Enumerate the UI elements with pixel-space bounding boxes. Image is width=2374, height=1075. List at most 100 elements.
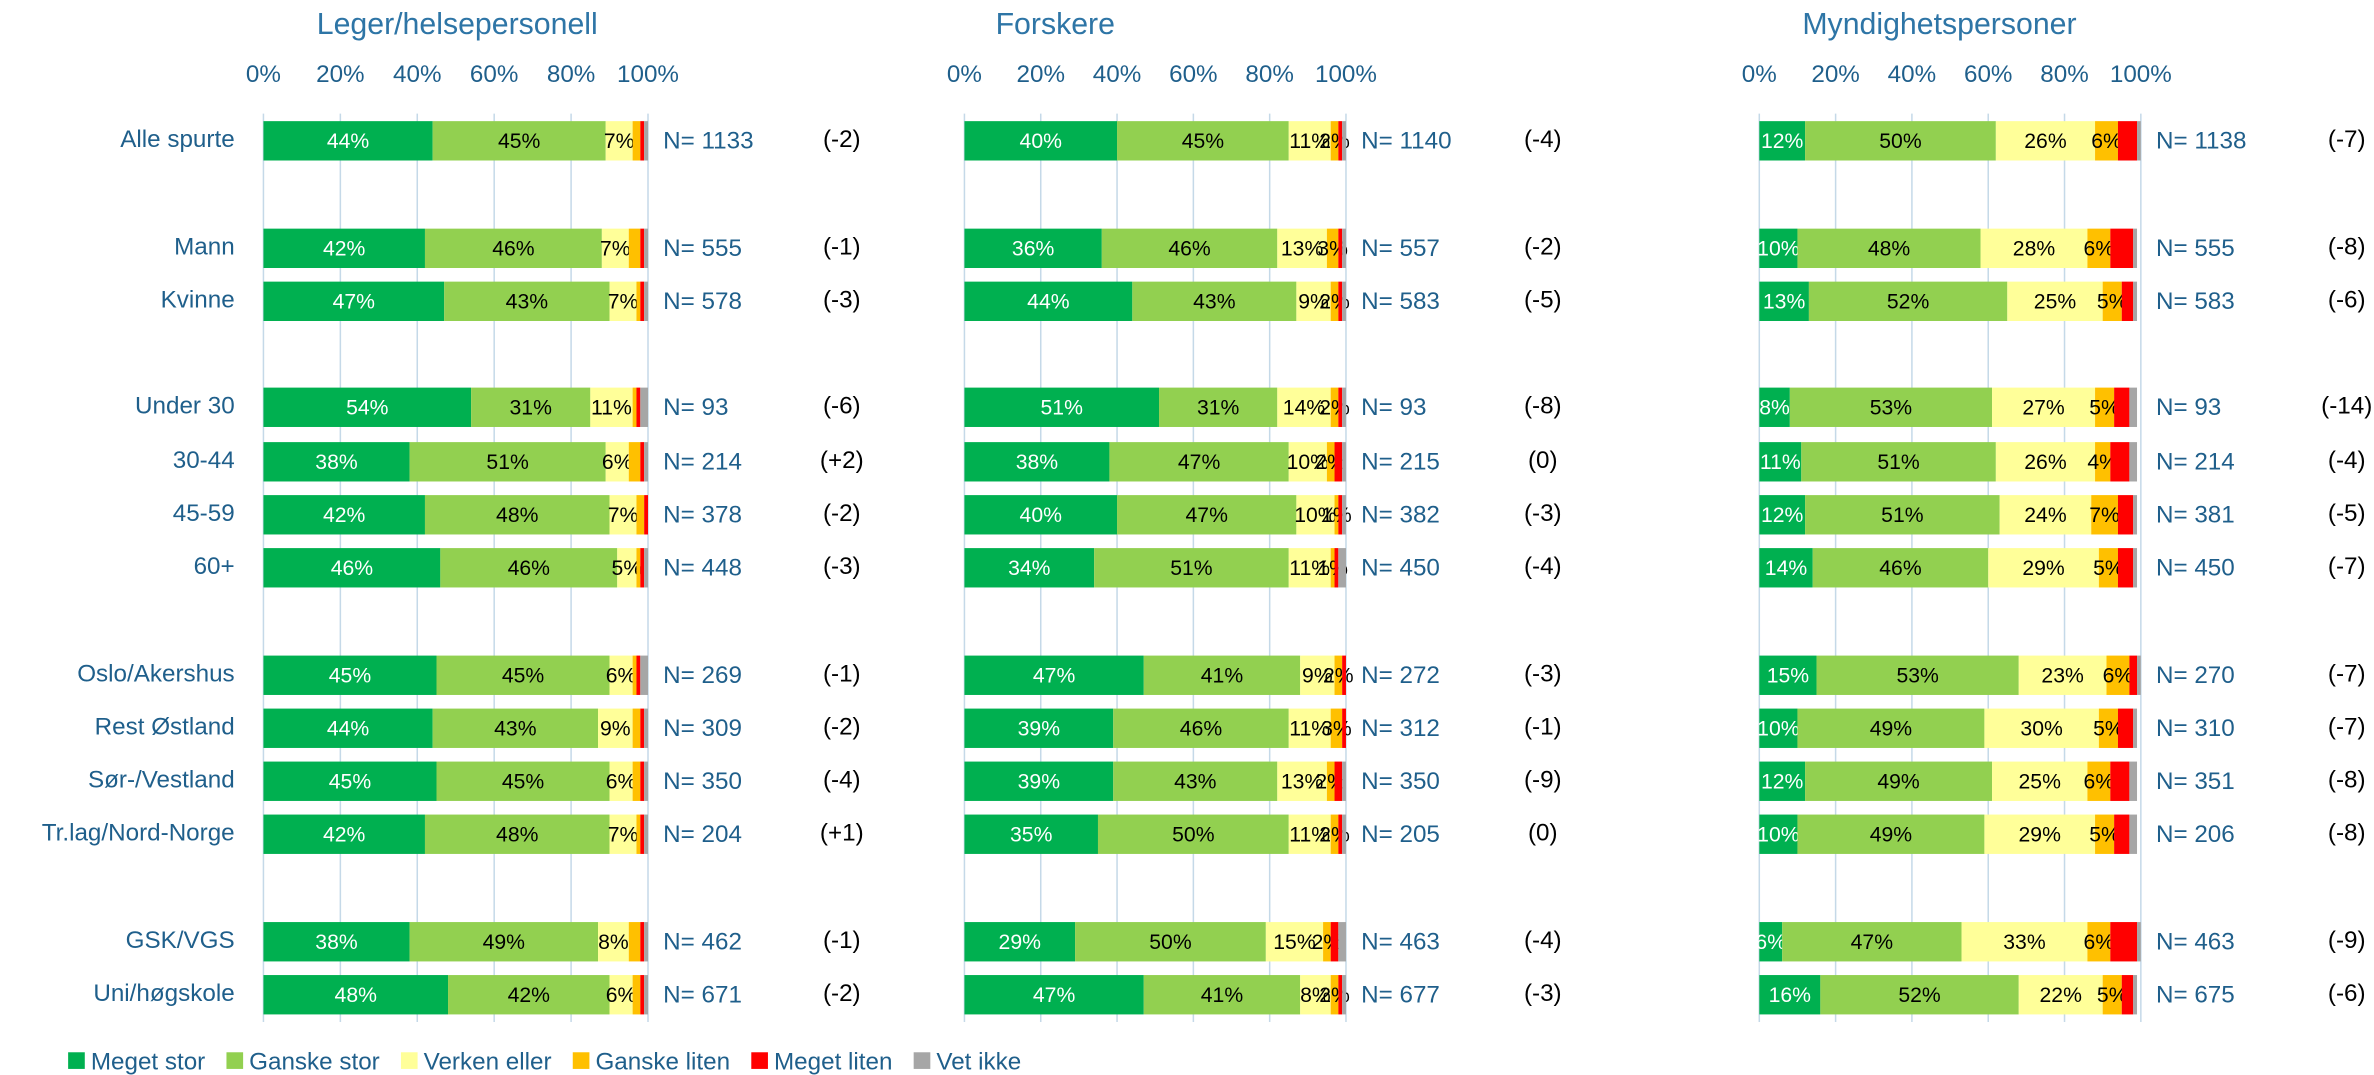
- segment-label: 41%: [1201, 664, 1244, 687]
- bar-segment: [1820, 975, 2019, 1015]
- change-label: (-1): [1524, 714, 1562, 741]
- bar-segment: [2091, 495, 2118, 535]
- segment-label: 11%: [1289, 557, 1330, 580]
- bar-segment: [2133, 708, 2138, 748]
- bar-segment: [644, 121, 649, 161]
- bar-segment: [2129, 761, 2138, 801]
- segment-label: 22%: [2040, 984, 2083, 1007]
- segment-label: 11%: [1760, 451, 1801, 474]
- bar-segment: [1812, 548, 1989, 588]
- bar-segment: [1330, 814, 1339, 854]
- bar-segment: [2114, 387, 2130, 427]
- bar-segment: [1097, 814, 1289, 854]
- segment-label: 7%: [608, 504, 639, 527]
- category-label: Rest Østland: [95, 714, 235, 741]
- segment-label: 13%: [1281, 237, 1324, 260]
- bar-segment: [1759, 922, 1783, 962]
- bar-segment: [644, 442, 649, 482]
- change-label: (-7): [2328, 553, 2366, 580]
- legend-label: Meget stor: [91, 1048, 205, 1075]
- bar-segment: [1342, 655, 1346, 695]
- x-tick-label: 60%: [1964, 61, 2012, 88]
- bar-segment: [1342, 281, 1346, 321]
- x-tick-label: 100%: [617, 61, 679, 88]
- bar-segment: [1277, 228, 1327, 269]
- segment-label: 26%: [2024, 451, 2067, 474]
- segment-label: 9%: [1302, 664, 1333, 687]
- segment-label: 44%: [327, 130, 370, 153]
- segment-label: 45%: [502, 770, 545, 793]
- bar-segment: [263, 655, 437, 695]
- bar-segment: [628, 922, 641, 962]
- segment-label: 6%: [606, 664, 637, 687]
- segment-label: 42%: [508, 984, 551, 1007]
- bar-segment: [1759, 655, 1817, 695]
- n-label: N= 269: [663, 662, 742, 689]
- bar-segment: [644, 814, 649, 854]
- change-label: (-1): [823, 927, 861, 954]
- segment-label: 3%: [1321, 717, 1352, 740]
- bar-segment: [1759, 761, 1806, 801]
- bar-segment: [1759, 281, 1809, 321]
- bar-segment: [263, 442, 410, 482]
- segment-label: 6%: [602, 451, 633, 474]
- bar-segment: [1805, 761, 1993, 801]
- segment-label: 43%: [1174, 770, 1217, 793]
- bar-segment: [1326, 442, 1335, 482]
- bar-segment: [1330, 387, 1339, 427]
- n-label: N= 382: [1361, 502, 1440, 529]
- change-label: (-7): [2328, 661, 2366, 688]
- bar-segment: [1117, 121, 1289, 161]
- change-label: (-8): [2328, 234, 2366, 261]
- bar-segment: [1342, 495, 1346, 535]
- bar-segment: [2095, 814, 2115, 854]
- bar-segment: [964, 708, 1114, 748]
- bar-segment: [1288, 708, 1331, 748]
- bar-segment: [2129, 655, 2138, 695]
- bar-segment: [2098, 708, 2118, 748]
- bar-segment: [1759, 548, 1813, 588]
- n-label: N= 309: [663, 715, 742, 742]
- n-label: N= 1140: [1361, 128, 1451, 155]
- bar-segment: [1984, 708, 2099, 748]
- segment-label: 51%: [486, 451, 529, 474]
- segment-label: 41%: [1201, 984, 1244, 1007]
- x-tick-label: 40%: [1888, 61, 1936, 88]
- n-label: N= 381: [2156, 502, 2235, 529]
- category-label: GSK/VGS: [126, 927, 235, 954]
- segment-label: 15%: [1273, 931, 1316, 954]
- segment-label: 25%: [2019, 770, 2062, 793]
- segment-label: 40%: [1020, 130, 1063, 153]
- bar-segment: [2087, 228, 2111, 269]
- bar-segment: [263, 281, 445, 321]
- bar-segment: [628, 442, 641, 482]
- bar-segment: [1759, 442, 1802, 482]
- segment-label: 51%: [1170, 557, 1213, 580]
- bar-segment: [263, 922, 410, 962]
- n-label: N= 463: [1361, 929, 1440, 956]
- change-label: (-2): [823, 980, 861, 1007]
- bar-segment: [2117, 548, 2134, 588]
- segment-label: 1%: [1321, 504, 1352, 527]
- bar-segment: [1342, 228, 1346, 269]
- bar-segment: [1296, 281, 1331, 321]
- bar-segment: [2137, 121, 2141, 161]
- bar-segment: [409, 442, 606, 482]
- segment-label: 42%: [323, 823, 366, 846]
- segment-label: 5%: [2089, 396, 2120, 419]
- n-label: N= 583: [1361, 288, 1440, 315]
- segment-label: 24%: [2024, 504, 2067, 527]
- bar-segment: [1334, 548, 1339, 588]
- bar-segment: [1288, 548, 1331, 588]
- change-label: (-2): [823, 714, 861, 741]
- bar-segment: [609, 761, 633, 801]
- bar-segment: [1143, 975, 1301, 1015]
- change-label: (-1): [823, 661, 861, 688]
- segment-label: 52%: [1898, 984, 1941, 1007]
- bar-segment: [964, 228, 1102, 269]
- bar-segment: [263, 387, 472, 427]
- bar-segment: [1288, 814, 1331, 854]
- bar-segment: [2137, 655, 2141, 695]
- change-label: (-2): [823, 500, 861, 527]
- bar-segment: [632, 655, 637, 695]
